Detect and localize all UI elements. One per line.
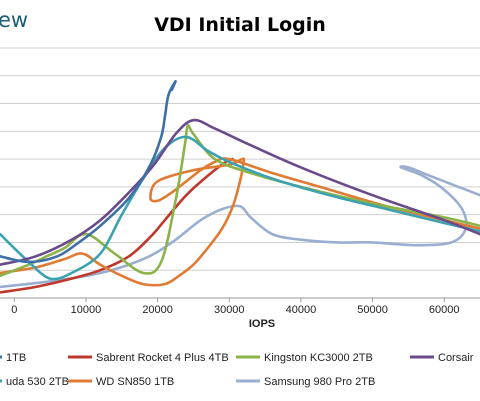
x-tick-label: 0 bbox=[11, 304, 17, 316]
x-tick-label: 10000 bbox=[71, 304, 102, 316]
x-tick-label: 40000 bbox=[286, 304, 317, 316]
legend-label: WD SN850 1TB bbox=[96, 376, 174, 388]
x-tick-label: 20000 bbox=[142, 304, 173, 316]
series-line bbox=[0, 124, 480, 278]
series-line bbox=[0, 165, 480, 289]
series-line bbox=[0, 135, 480, 281]
x-tick-label: 30000 bbox=[214, 304, 245, 316]
plot-area bbox=[0, 79, 480, 294]
legend-label: Samsung 980 Pro 2TB bbox=[264, 376, 375, 388]
legend-label: uda 530 2TB bbox=[6, 376, 69, 388]
legend-label: Sabrent Rocket 4 Plus 4TB bbox=[96, 352, 229, 364]
series-line bbox=[0, 157, 235, 294]
series-line bbox=[0, 157, 480, 287]
gridlines bbox=[0, 47, 480, 299]
legend-label: Kingston KC3000 2TB bbox=[264, 352, 373, 364]
brand-logo-fragment: ew bbox=[0, 8, 28, 32]
x-axis-ticks: 0 10000 20000 30000 40000 50000 60000 bbox=[11, 298, 459, 316]
x-tick-label: 60000 bbox=[429, 304, 460, 316]
series-line bbox=[0, 118, 480, 266]
chart-title: VDI Initial Login bbox=[154, 14, 326, 36]
x-axis-label: IOPS bbox=[249, 318, 275, 330]
legend-label: 1TB bbox=[6, 352, 26, 364]
legend-label: Corsair bbox=[438, 352, 474, 364]
x-tick-label: 50000 bbox=[357, 304, 388, 316]
series-line bbox=[0, 79, 177, 264]
legend: 1TB Sabrent Rocket 4 Plus 4TB Kingston KC3… bbox=[0, 352, 474, 388]
